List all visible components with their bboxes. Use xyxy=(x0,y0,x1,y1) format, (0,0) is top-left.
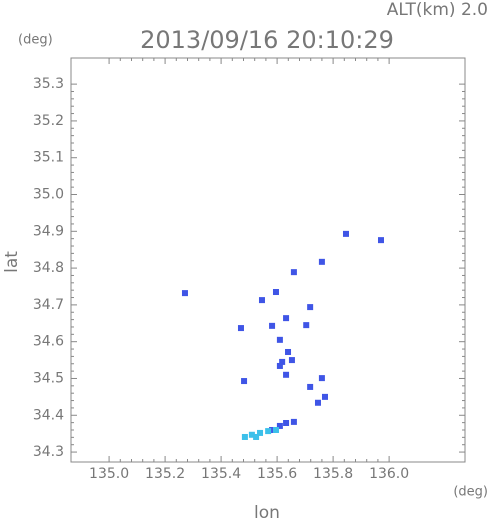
chart-title: 2013/09/16 20:10:29 xyxy=(140,26,394,54)
echo xyxy=(314,399,321,406)
y-tick-label: 35.2 xyxy=(33,113,64,129)
echo xyxy=(283,419,290,426)
echo xyxy=(303,322,310,329)
x-tick-label: 135.8 xyxy=(313,466,353,482)
y-tick-label: 34.5 xyxy=(33,370,64,386)
echo xyxy=(377,237,384,244)
echo xyxy=(269,322,276,329)
x-tick-label: 136.0 xyxy=(369,466,409,482)
echo xyxy=(276,422,283,429)
echo xyxy=(276,362,283,369)
echo xyxy=(307,383,314,390)
echo xyxy=(283,371,290,378)
echo xyxy=(318,375,325,382)
echo xyxy=(321,393,328,400)
y-tick-label: 35.0 xyxy=(33,187,64,203)
echo xyxy=(265,428,272,435)
echo xyxy=(269,426,276,433)
x-tick-label: 135.0 xyxy=(89,466,129,482)
echo xyxy=(257,429,264,436)
echo xyxy=(272,426,279,433)
y-tick-label: 35.1 xyxy=(33,150,64,166)
echo xyxy=(237,325,244,332)
y-tick-label: 34.3 xyxy=(33,444,64,460)
echo xyxy=(272,289,279,296)
echo xyxy=(241,378,248,385)
echo xyxy=(276,336,283,343)
y-tick-label: 34.4 xyxy=(33,407,64,423)
plot-frame xyxy=(70,57,466,463)
y-tick-label: 34.9 xyxy=(33,223,64,239)
echo xyxy=(241,433,248,440)
x-tick-label: 135.2 xyxy=(145,466,185,482)
x-axis-label: lon xyxy=(254,503,280,521)
echo xyxy=(318,258,325,265)
echo xyxy=(253,433,260,440)
y-tick-label: 34.6 xyxy=(33,334,64,350)
y-tick-label: 35.3 xyxy=(33,76,64,92)
echo xyxy=(285,348,292,355)
echo xyxy=(290,269,297,276)
altitude: ALT(km) 2.0 xyxy=(387,0,488,20)
y-axis-label: lat xyxy=(2,251,22,273)
x-unit: (deg) xyxy=(453,485,488,500)
echo xyxy=(248,431,255,438)
x-tick-label: 135.6 xyxy=(257,466,297,482)
y-tick-label: 34.7 xyxy=(33,297,64,313)
echo xyxy=(307,304,314,311)
y-tick-label: 34.8 xyxy=(33,260,64,276)
echo xyxy=(279,358,286,365)
echo xyxy=(288,357,295,364)
x-tick-label: 135.4 xyxy=(201,466,241,482)
echo xyxy=(342,230,349,237)
y-unit: (deg) xyxy=(18,33,53,48)
echo xyxy=(258,297,265,304)
echo xyxy=(290,418,297,425)
echo xyxy=(283,315,290,322)
echo xyxy=(181,290,188,297)
